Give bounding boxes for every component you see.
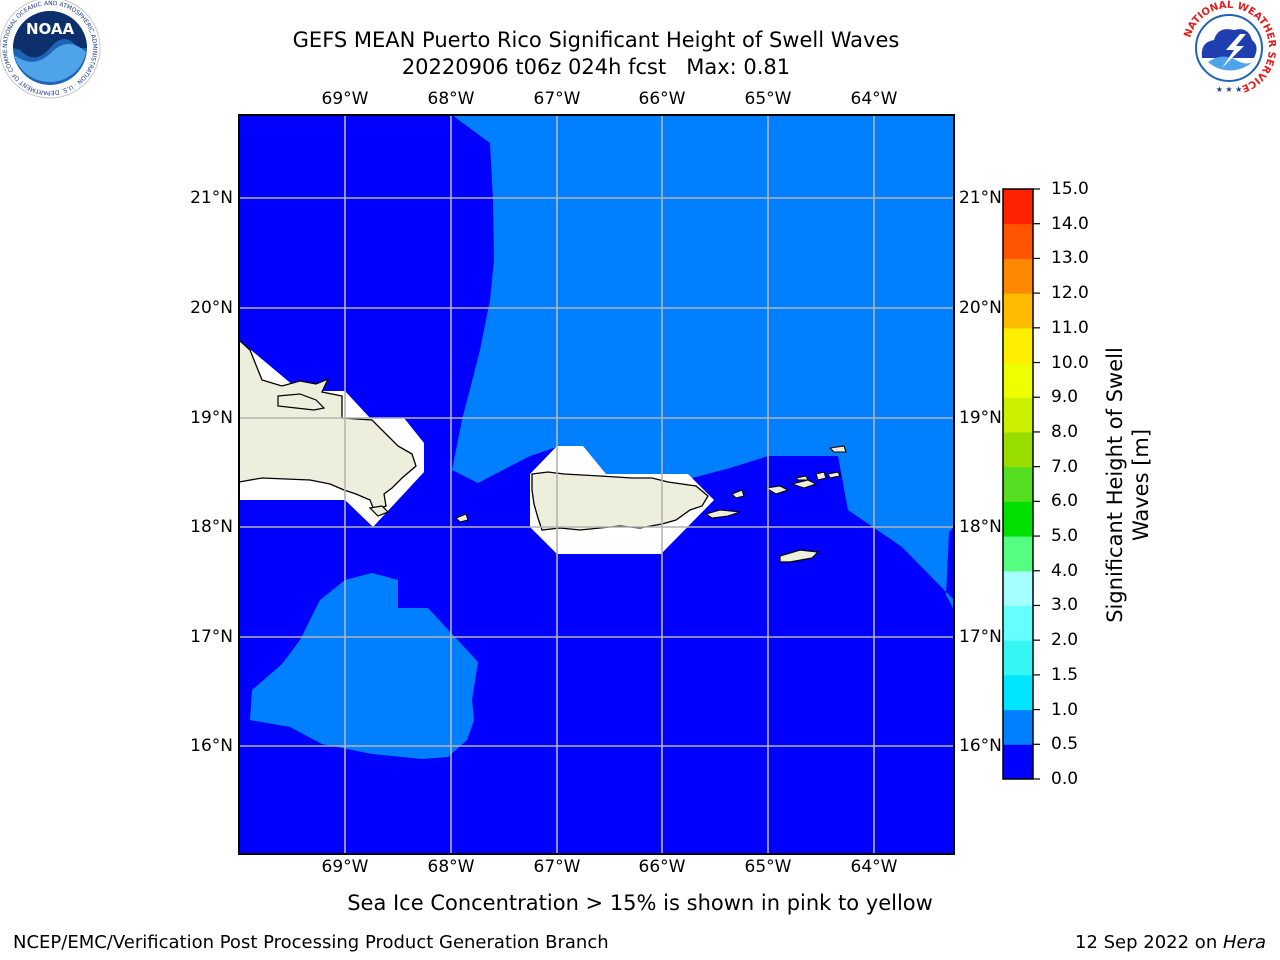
noaa-logo: NOAA NATIONAL OCEANIC AND ATMOSPHERIC AD…: [0, 0, 101, 99]
colorbar-label-5: 3.0: [1051, 595, 1079, 616]
x-tick-top-68w: 68°W: [427, 89, 475, 109]
colorbar-label-11: 9.0: [1051, 387, 1079, 408]
y-tick-right-18n: 18°N: [959, 517, 1002, 537]
colorbar-swatch-0: [1003, 744, 1033, 780]
anegada: [827, 471, 841, 479]
bvi-islands: [794, 471, 827, 481]
colorbar-label-4: 2.0: [1051, 630, 1079, 651]
colorbar-swatch-3: [1003, 640, 1033, 676]
x-tick-top-69w: 69°W: [321, 89, 369, 109]
y-tick-left-16n: 16°N: [190, 736, 233, 756]
footer-credit: NCEP/EMC/Verification Post Processing Pr…: [13, 932, 609, 953]
y-tick-right-19n: 19°N: [959, 408, 1002, 428]
footer-machine: Hera: [1222, 932, 1266, 953]
swell-band-0.5-1.0-north: [452, 115, 954, 610]
map-gridlines: [239, 115, 954, 854]
st-thomas: [764, 485, 790, 495]
hispaniola-inland-detail: [277, 393, 326, 411]
colorbar-label-8: 6.0: [1051, 491, 1079, 512]
y-tick-left-21n: 21°N: [190, 188, 233, 208]
colorbar-label-16: 14.0: [1051, 213, 1089, 234]
x-tick-top-66w: 66°W: [638, 89, 686, 109]
colorbar: [1003, 189, 1033, 780]
x-tick-bottom-68w: 68°W: [427, 857, 475, 877]
hispaniola-land: [239, 339, 417, 511]
colorbar-label-12: 10.0: [1051, 352, 1089, 373]
colorbar-frame: [1002, 188, 1034, 780]
vieques: [704, 509, 741, 519]
x-tick-top-67w: 67°W: [533, 89, 581, 109]
colorbar-label-3: 1.5: [1051, 664, 1079, 685]
colorbar-swatch-13: [1003, 293, 1033, 329]
x-tick-bottom-65w: 65°W: [744, 857, 792, 877]
colorbar-swatch-10: [1003, 397, 1033, 433]
x-tick-bottom-67w: 67°W: [533, 857, 581, 877]
colorbar-swatch-11: [1003, 362, 1033, 398]
x-tick-bottom-64w: 64°W: [850, 857, 898, 877]
y-tick-right-16n: 16°N: [959, 736, 1002, 756]
tortola: [790, 479, 818, 489]
colorbar-swatch-4: [1003, 605, 1033, 641]
footer-date-text: 12 Sep 2022 on: [1075, 932, 1223, 953]
colorbar-title: Significant Height of Swell Waves [m]: [1103, 347, 1153, 623]
nws-logo: NATIONAL WEATHER SERVICE ★ ★ ★: [1183, 0, 1277, 94]
noaa-logo-text: NOAA: [26, 20, 75, 38]
colorbar-swatch-8: [1003, 466, 1033, 502]
colorbar-label-9: 7.0: [1051, 456, 1079, 477]
sombrero-island: [828, 445, 847, 453]
y-tick-right-17n: 17°N: [959, 627, 1002, 647]
colorbar-label-10: 8.0: [1051, 421, 1079, 442]
colorbar-swatch-2: [1003, 674, 1033, 711]
y-tick-left-19n: 19°N: [190, 408, 233, 428]
y-tick-right-20n: 20°N: [959, 298, 1002, 318]
colorbar-swatch-12: [1003, 327, 1033, 364]
chart-title: GEFS MEAN Puerto Rico Significant Height…: [292, 28, 900, 52]
x-tick-bottom-66w: 66°W: [638, 857, 686, 877]
colorbar-swatch-5: [1003, 570, 1033, 606]
chart-subtitle: 20220906 t06z 024h fcst Max: 0.81: [401, 55, 791, 79]
sea-ice-caption: Sea Ice Concentration > 15% is shown in …: [347, 891, 933, 915]
colorbar-swatch-9: [1003, 431, 1033, 468]
puerto-rico-land: [531, 471, 709, 531]
x-tick-top-64w: 64°W: [850, 89, 898, 109]
svg-text:★ ★ ★: ★ ★ ★: [1216, 85, 1243, 94]
colorbar-swatch-16: [1003, 189, 1033, 225]
saona-island: [368, 505, 390, 517]
x-tick-top-65w: 65°W: [744, 89, 792, 109]
colorbar-label-17: 15.0: [1051, 179, 1089, 199]
y-tick-right-21n: 21°N: [959, 188, 1002, 208]
colorbar-label-2: 1.0: [1051, 699, 1079, 720]
culebra: [731, 489, 745, 499]
colorbar-swatch-15: [1003, 223, 1033, 259]
colorbar-swatch-1: [1003, 709, 1033, 745]
colorbar-swatch-7: [1003, 501, 1033, 537]
y-tick-left-20n: 20°N: [190, 298, 233, 318]
y-tick-left-18n: 18°N: [190, 517, 233, 537]
st-croix: [779, 549, 820, 563]
colorbar-label-6: 4.0: [1051, 560, 1079, 581]
y-tick-left-17n: 17°N: [190, 627, 233, 647]
colorbar-label-14: 12.0: [1051, 283, 1089, 304]
colorbar-label-7: 5.0: [1051, 526, 1079, 547]
swell-band-0.5-1.0-south: [250, 573, 478, 759]
colorbar-label-1: 0.5: [1051, 734, 1079, 755]
x-tick-bottom-69w: 69°W: [321, 857, 369, 877]
colorbar-label-13: 11.0: [1051, 317, 1089, 338]
colorbar-label-0: 0.0: [1051, 769, 1079, 789]
map-frame: [238, 114, 955, 855]
colorbar-swatch-14: [1003, 258, 1033, 294]
footer-date: 12 Sep 2022 on Hera: [1075, 932, 1266, 953]
map-plot-area: [239, 115, 954, 854]
mona-island: [455, 513, 469, 523]
colorbar-swatch-6: [1003, 536, 1033, 572]
colorbar-label-15: 13.0: [1051, 248, 1089, 269]
